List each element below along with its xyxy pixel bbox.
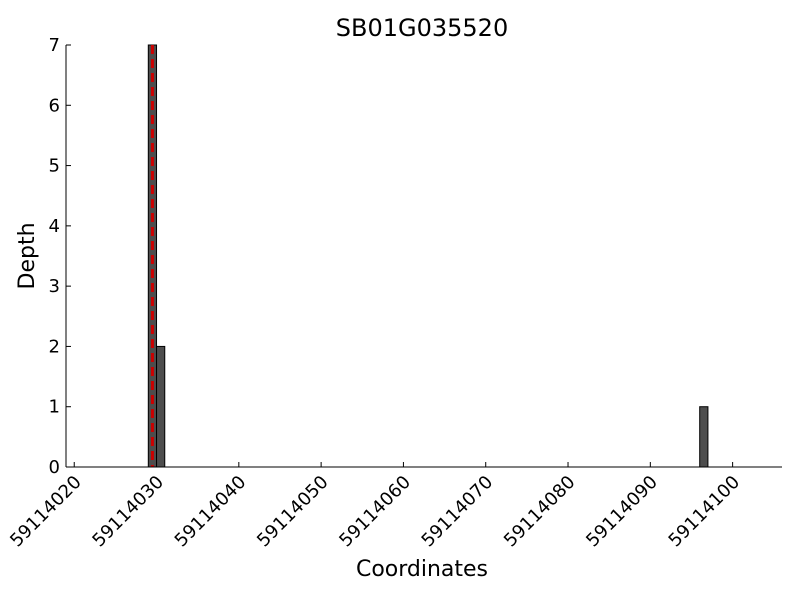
- x-tick-label: 59114040: [171, 472, 251, 552]
- y-tick-label: 1: [49, 397, 60, 418]
- x-tick-label: 59114090: [582, 472, 662, 552]
- bar: [699, 406, 709, 468]
- y-tick-label: 2: [49, 336, 60, 357]
- x-tick-label: 59114070: [418, 472, 498, 552]
- x-tick-label: 59114030: [88, 472, 168, 552]
- x-tick-label: 59114060: [335, 472, 415, 552]
- y-tick-label: 0: [49, 457, 60, 478]
- y-tick-label: 5: [49, 156, 60, 177]
- bar: [156, 345, 166, 468]
- x-tick-label: 59114080: [500, 472, 580, 552]
- x-axis-label: Coordinates: [356, 557, 488, 582]
- x-tick-label: 59114020: [6, 472, 86, 552]
- y-tick-label: 4: [49, 216, 60, 237]
- x-tick-label: 59114050: [253, 472, 333, 552]
- y-axis-label: Depth: [15, 222, 40, 289]
- y-tick-label: 3: [49, 276, 60, 297]
- chart-title: SB01G035520: [336, 14, 508, 42]
- y-tick-label: 6: [49, 95, 60, 116]
- x-tick-label: 59114100: [665, 472, 745, 552]
- y-tick-label: 7: [49, 35, 60, 56]
